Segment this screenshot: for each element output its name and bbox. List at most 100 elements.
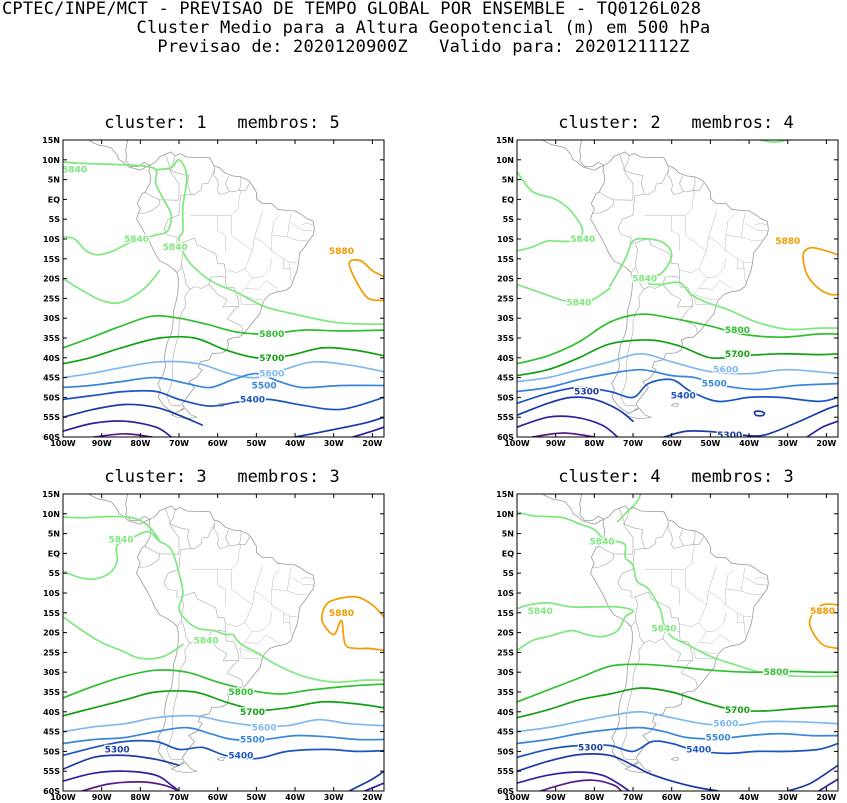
coastline — [670, 403, 680, 407]
lat-tick-label: 10S — [43, 235, 60, 244]
country-border — [680, 660, 698, 688]
state-border — [684, 211, 717, 252]
lat-tick-label: 25S — [43, 294, 60, 303]
lat-tick-label: 30S — [43, 668, 60, 677]
lon-tick-label: 50W — [246, 439, 266, 448]
state-border — [745, 576, 769, 586]
lon-tick-label: 30W — [778, 439, 798, 448]
map-frame — [62, 493, 385, 792]
contour-5800 — [517, 313, 838, 365]
state-border — [754, 576, 768, 580]
state-border — [291, 222, 315, 232]
country-border — [166, 289, 191, 406]
lat-tick-label: 20S — [497, 275, 514, 284]
country-border — [226, 660, 244, 688]
state-border — [725, 567, 746, 592]
lat-tick-label: 5S — [49, 215, 61, 224]
contour-label: 5840 — [651, 625, 676, 635]
state-border — [283, 612, 292, 623]
state-border — [244, 277, 278, 290]
contour-label: 5880 — [810, 607, 835, 617]
lat-tick-label: 15N — [496, 136, 514, 145]
map-frame — [62, 139, 385, 438]
state-border — [230, 211, 263, 252]
lon-tick-label: 30W — [324, 793, 344, 802]
lat-tick-label: 35S — [497, 334, 514, 343]
coastline — [616, 121, 639, 128]
lon-tick-label: 70W — [623, 439, 643, 448]
contour-5300 — [786, 764, 838, 791]
state-border — [684, 565, 717, 606]
lon-tick-label: 100W — [50, 793, 76, 802]
country-border — [138, 553, 160, 568]
contour-5700 — [63, 335, 384, 365]
lon-tick-label: 20W — [816, 439, 836, 448]
state-border — [271, 250, 298, 264]
contour-5100 — [539, 779, 623, 791]
contour-label: 5840 — [632, 275, 657, 285]
state-border — [693, 642, 717, 654]
lat-tick-label: 35S — [497, 688, 514, 697]
state-border — [644, 544, 696, 570]
lon-tick-label: 80W — [584, 439, 604, 448]
lat-tick-label: 30S — [43, 314, 60, 323]
contour-5200 — [517, 771, 631, 791]
contour-5200 — [806, 420, 838, 437]
contour-label: 5700 — [725, 706, 750, 716]
coastline — [590, 505, 769, 768]
country-border — [190, 523, 215, 549]
contour-5500 — [517, 726, 838, 745]
lon-tick-label: 80W — [130, 439, 150, 448]
coastline — [579, 494, 605, 521]
state-border — [698, 258, 727, 279]
lat-tick-label: EQ — [502, 549, 514, 558]
lat-tick-label: 15S — [497, 609, 514, 618]
state-border — [644, 190, 696, 216]
contour-label: 5840 — [528, 607, 553, 617]
country-border — [213, 165, 251, 195]
state-border — [745, 222, 769, 232]
contour-label: 5840 — [124, 235, 149, 245]
contour-5300 — [348, 770, 384, 791]
lat-tick-label: 10S — [43, 589, 60, 598]
contour-5500 — [63, 726, 384, 745]
coastline — [216, 757, 226, 761]
lat-tick-label: 15S — [43, 609, 60, 618]
contour-5400 — [63, 389, 384, 411]
contour-5840 — [517, 283, 611, 304]
state-border — [693, 288, 717, 300]
state-border — [239, 642, 263, 654]
contour-label: 5400 — [228, 751, 253, 761]
coastline — [541, 494, 605, 525]
contour-5840 — [517, 602, 634, 652]
state-border — [244, 612, 273, 633]
country-border — [213, 519, 251, 549]
state-border — [725, 213, 746, 238]
state-border — [680, 250, 707, 273]
header-line-2: Cluster Medio para a Altura Geopotencial… — [136, 18, 711, 38]
contour-5300 — [517, 753, 719, 791]
state-border — [725, 250, 752, 264]
contour-label: 5500 — [252, 382, 277, 392]
country-border — [144, 508, 180, 555]
state-border — [190, 544, 242, 570]
state-border — [698, 277, 732, 290]
contour-5700 — [63, 690, 384, 717]
lon-tick-label: 100W — [504, 793, 530, 802]
contour-label: 5840 — [566, 298, 591, 308]
contour-label: 5300 — [574, 387, 599, 397]
country-border — [634, 591, 680, 644]
map-panel-3: 5840 5840 5880 5800 5700 5600 5500 5400 5300 15N 1… — [42, 490, 385, 802]
panel-title-cluster-4: cluster: 4 membros: 3 — [558, 467, 794, 487]
contour-label: 5880 — [329, 247, 354, 257]
country-border — [225, 175, 230, 192]
country-border — [692, 176, 696, 191]
contour-5500 — [517, 368, 838, 393]
contour-label: 5880 — [775, 237, 800, 247]
map-panel-2: 5840 5840 5840 5880 5800 5700 5600 5500 5400 5300… — [496, 121, 839, 448]
country-border — [169, 155, 191, 216]
country-border — [180, 237, 226, 290]
country-border — [592, 553, 614, 568]
coastline — [136, 505, 315, 768]
country-border — [166, 643, 191, 760]
